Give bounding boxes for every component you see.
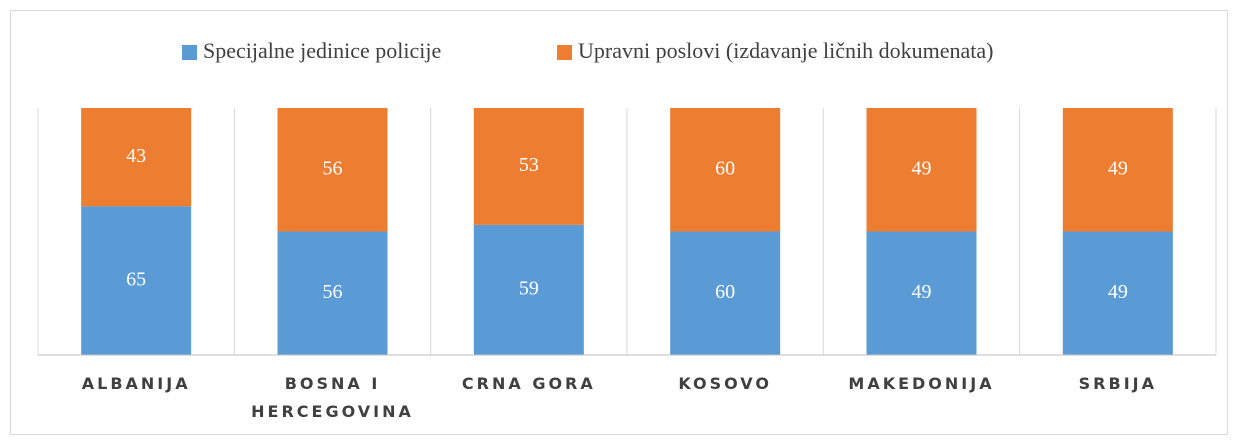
chart-border [10, 10, 1228, 435]
legend-label: Upravni poslovi (izdavanje ličnih dokume… [578, 38, 993, 63]
bar-segment [473, 108, 584, 225]
data-label: 43 [126, 145, 146, 167]
category-label: CRNA GORA [461, 374, 596, 393]
data-label: 65 [126, 268, 146, 290]
legend-label: Specijalne jedinice policije [203, 38, 441, 63]
legend-swatch [557, 45, 572, 60]
bar-segment [277, 108, 388, 232]
data-label: 60 [715, 157, 735, 179]
bar-segment [473, 224, 584, 355]
data-label: 53 [519, 154, 539, 176]
data-label: 49 [912, 281, 932, 303]
bar-segment [1062, 108, 1173, 232]
category-label: MAKEDONIJA [848, 374, 995, 393]
data-label: 60 [715, 281, 735, 303]
category-label: SRBIJA [1078, 374, 1157, 393]
bar-segment [866, 108, 977, 232]
bar-segment [1062, 231, 1173, 355]
data-label: 59 [519, 278, 539, 300]
data-label: 49 [912, 157, 932, 179]
bar-segment [81, 206, 192, 355]
data-label: 56 [323, 281, 343, 303]
bar-segment [670, 231, 781, 355]
data-label: 49 [1108, 157, 1128, 179]
bar-segment [670, 108, 781, 232]
category-label: ALBANIJA [81, 374, 191, 393]
bar-segment [81, 108, 192, 207]
legend-swatch [182, 45, 197, 60]
data-label: 56 [323, 157, 343, 179]
data-label: 49 [1108, 281, 1128, 303]
bar-segment [277, 231, 388, 355]
category-label: KOSOVO [678, 374, 772, 393]
bar-segment [866, 231, 977, 355]
category-label: BOSNA I HERCEGOVINA [251, 374, 414, 421]
